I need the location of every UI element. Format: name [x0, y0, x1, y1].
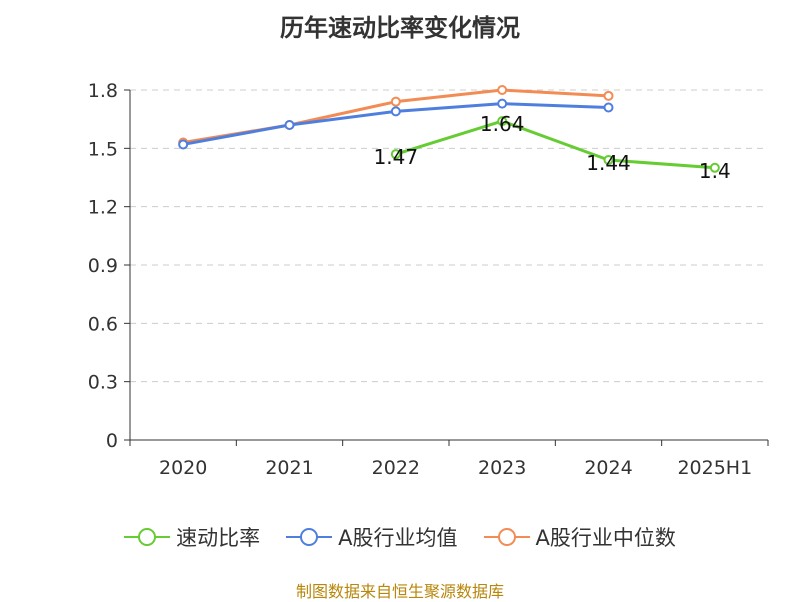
data-point — [603, 102, 614, 113]
data-point — [497, 98, 508, 109]
data-point — [497, 116, 508, 127]
axes: 0 0.3 0.6 0.9 1.2 1.5 1.8 2020 2021 2022 2023 2024 2… — [88, 80, 769, 479]
data-label: 1.4 — [699, 159, 731, 183]
data-point — [497, 85, 508, 95]
x-tick-label: 2023 — [478, 457, 526, 479]
y-tick-label: 1.2 — [88, 197, 118, 219]
y-tick-label: 1.8 — [88, 80, 118, 102]
series-line-0 — [395, 119, 715, 170]
data-label: 1.64 — [480, 112, 525, 136]
data-point — [603, 155, 614, 165]
grid-lines — [130, 89, 768, 383]
data-point — [390, 106, 401, 117]
source-note: 制图数据来自恒生聚源数据库 — [295, 582, 504, 601]
legend: 速动比率 A股行业均值 A股行业中位数 — [0, 522, 800, 552]
data-point — [178, 139, 189, 150]
x-tick-label: 2022 — [372, 457, 420, 479]
data-point — [390, 96, 401, 107]
x-tick-label: 2021 — [265, 457, 313, 479]
data-label: 1.44 — [586, 151, 631, 175]
legend-item-industry-median[interactable]: A股行业中位数 — [483, 522, 676, 552]
data-point — [284, 120, 295, 130]
data-point — [709, 162, 720, 173]
legend-label: 速动比率 — [176, 526, 261, 550]
y-tick-label: 0.9 — [88, 255, 118, 277]
data-point — [603, 90, 614, 101]
y-tick-label: 0.3 — [88, 372, 118, 394]
y-tick-label: 0 — [106, 430, 118, 452]
x-tick-label: 2025H1 — [677, 457, 752, 479]
chart-title: 历年速动比率变化情况 — [280, 14, 520, 42]
legend-line-icon — [286, 528, 333, 546]
data-point — [390, 149, 401, 160]
legend-label: A股行业均值 — [338, 526, 458, 550]
legend-line-icon — [124, 528, 171, 546]
x-tick-label: 2020 — [159, 457, 207, 479]
y-tick-label: 1.5 — [88, 138, 118, 160]
y-tick-label: 0.6 — [88, 313, 118, 335]
legend-line-icon — [483, 528, 530, 546]
series-lines — [178, 85, 720, 173]
data-label: 1.47 — [374, 145, 419, 169]
legend-item-quick-ratio[interactable]: 速动比率 — [124, 522, 260, 552]
legend-item-industry-mean[interactable]: A股行业均值 — [286, 522, 458, 552]
legend-label: A股行业中位数 — [535, 526, 676, 550]
data-labels: 1.47 1.64 1.44 1.4 — [374, 112, 731, 183]
x-tick-label: 2024 — [584, 457, 632, 479]
